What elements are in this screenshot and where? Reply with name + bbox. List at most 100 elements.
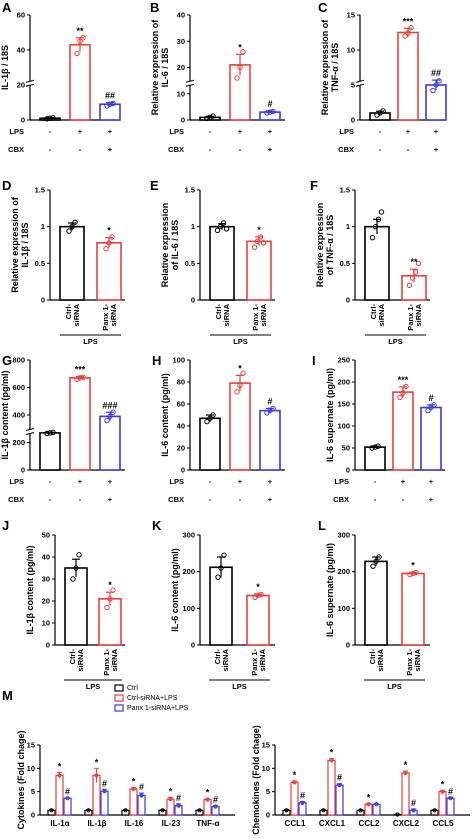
data-point — [110, 409, 116, 415]
y-tick-label: 0 — [346, 296, 350, 305]
data-point — [373, 558, 379, 565]
significance-mark: # — [267, 99, 272, 109]
panel-label: B — [150, 0, 159, 15]
y-tick-label: 0 — [181, 116, 185, 125]
footer-label: LPS — [232, 682, 247, 691]
condition-sign: + — [78, 127, 83, 136]
y-tick-label: 1 — [41, 222, 45, 231]
data-point — [205, 797, 210, 802]
group-label: Ctrl-siRNA — [369, 303, 386, 326]
significance-mark: *** — [398, 375, 409, 385]
panel-label: I — [312, 353, 316, 368]
data-point — [197, 808, 202, 813]
group-label-line: Panx 1- — [406, 304, 415, 331]
panel-label: M — [2, 688, 13, 703]
y-tick-label: 50 — [42, 531, 50, 540]
y-axis-label: IL-6 content (pg/ml) — [160, 373, 170, 457]
condition-sign: + — [238, 127, 243, 136]
panel-label: A — [2, 0, 12, 15]
data-point — [123, 808, 128, 813]
group-label-line: siRNA — [222, 303, 231, 326]
bar — [137, 794, 146, 816]
condition-sign: - — [239, 495, 242, 504]
data-point — [448, 796, 453, 801]
significance-mark: * — [238, 42, 242, 52]
data-point — [221, 552, 227, 558]
condition-label: LPS — [339, 127, 354, 136]
y-axis-label: Relative expression — [160, 203, 170, 288]
y-tick-label: 200 — [12, 438, 25, 447]
y-tick-label: 15 — [27, 741, 35, 750]
significance-mark: * — [238, 363, 242, 373]
condition-sign: - — [379, 127, 382, 136]
axis-break-mark — [25, 428, 35, 431]
bar — [401, 772, 410, 816]
category-label: IL-1β — [87, 819, 106, 828]
data-point — [428, 404, 434, 411]
significance-mark: * — [256, 582, 260, 592]
data-point — [74, 376, 80, 382]
data-point — [234, 75, 240, 81]
y-tick-label: 400 — [12, 411, 25, 420]
condition-sign: + — [434, 145, 439, 154]
y-tick-label: 200 — [337, 378, 350, 387]
significance-mark: ### — [102, 400, 117, 410]
bar — [397, 31, 419, 121]
condition-sign: + — [268, 145, 273, 154]
category-label: IL-1α — [50, 819, 69, 828]
y-axis-label: IL-1β content (pg/ml) — [25, 546, 35, 635]
significance-mark: # — [102, 778, 107, 788]
bar — [64, 567, 88, 646]
condition-label: LPS — [9, 127, 24, 136]
data-point — [213, 804, 218, 809]
bar — [129, 788, 138, 816]
y-tick-label: 20 — [177, 444, 185, 453]
group-label: Panx 1-siRNA — [101, 303, 118, 330]
data-point — [366, 802, 371, 807]
legend-swatch — [114, 704, 124, 712]
group-label-line: Ctrl- — [64, 304, 73, 320]
legend-swatch — [114, 684, 124, 692]
category-label: IL-16 — [125, 819, 144, 828]
data-point — [204, 115, 210, 122]
significance-mark: * — [95, 757, 99, 767]
bar — [69, 377, 91, 471]
significance-mark: * — [257, 225, 261, 235]
y-axis-label: Relative expression — [315, 203, 325, 288]
panel-F: F 0 0.5 1 1.5 Relative expression of TNF-α / 1… — [310, 178, 430, 346]
group-label-line: Panx 1- — [405, 649, 414, 676]
condition-sign: - — [49, 477, 52, 486]
significance-mark: ## — [431, 68, 441, 78]
bar — [364, 225, 390, 301]
significance-mark: * — [108, 580, 112, 590]
data-point — [337, 783, 342, 788]
condition-sign: + — [268, 477, 273, 486]
group-label-line: siRNA — [110, 648, 119, 671]
y-tick-label: 100 — [182, 604, 195, 613]
y-tick-label: 1 — [346, 222, 350, 231]
bar — [209, 225, 235, 301]
data-point — [436, 78, 442, 84]
significance-mark: # — [213, 795, 218, 805]
data-point — [50, 115, 56, 121]
data-point — [80, 374, 86, 380]
data-point — [210, 113, 216, 119]
y-tick-label: 40 — [177, 422, 185, 431]
y-tick-label: 20 — [177, 63, 185, 72]
condition-sign: - — [209, 495, 212, 504]
category-label: CCL1 — [285, 819, 306, 828]
data-point — [207, 415, 213, 421]
data-point — [50, 429, 56, 436]
y-tick-label: 60 — [17, 11, 25, 20]
group-label-line: Ctrl- — [368, 649, 377, 665]
group-label-line: siRNA — [72, 303, 81, 326]
bar — [430, 809, 439, 816]
significance-mark: * — [404, 760, 408, 770]
data-point — [69, 223, 75, 230]
data-point — [107, 596, 113, 602]
y-tick-label: 200 — [337, 567, 350, 576]
data-point — [217, 223, 224, 230]
data-point — [400, 390, 406, 396]
bar — [166, 798, 175, 816]
